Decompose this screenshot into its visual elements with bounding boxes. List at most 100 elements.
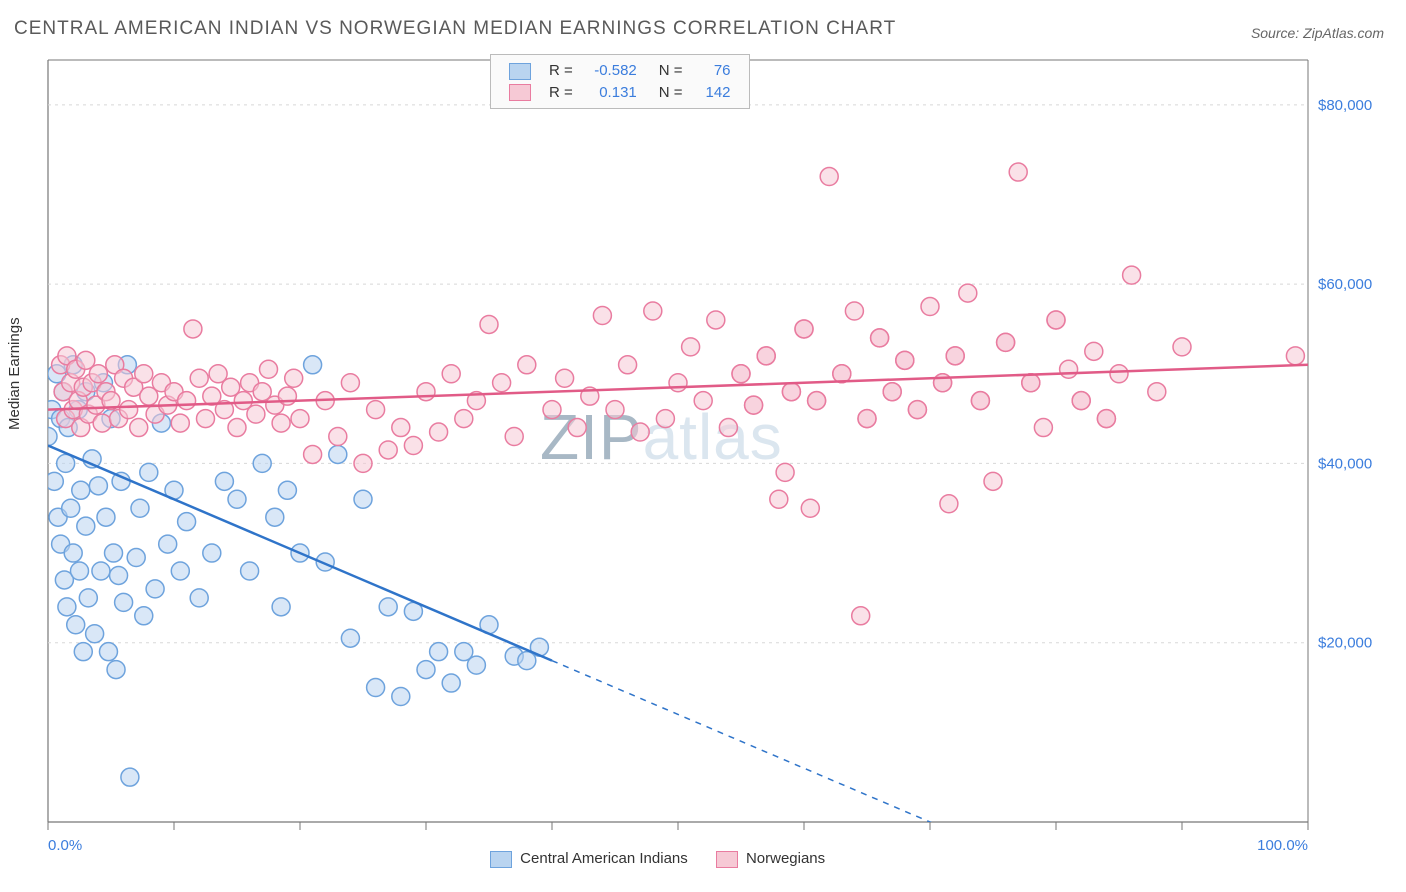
data-point [105,544,123,562]
data-point [291,410,309,428]
data-point [852,607,870,625]
data-point [146,580,164,598]
data-point [140,463,158,481]
legend-swatch [716,851,738,868]
data-point [379,441,397,459]
legend-row: R =-0.582N =76 [503,61,737,81]
data-point [455,410,473,428]
data-point [644,302,662,320]
data-point [1034,419,1052,437]
data-point [997,333,1015,351]
legend-n-label: N = [645,83,689,103]
trend-line [48,445,552,660]
x-tick-label: 0.0% [48,837,82,854]
legend-r-value: -0.582 [581,61,643,81]
data-point [845,302,863,320]
data-point [908,401,926,419]
data-point [518,356,536,374]
data-point [228,419,246,437]
data-point [1097,410,1115,428]
data-point [1060,360,1078,378]
series-legend: Central American Indians Norwegians [490,850,853,868]
chart-title: CENTRAL AMERICAN INDIAN VS NORWEGIAN MED… [14,18,896,40]
data-point [97,508,115,526]
data-point [260,360,278,378]
data-point [1022,374,1040,392]
data-point [341,374,359,392]
data-point [940,495,958,513]
data-point [115,593,133,611]
data-point [1173,338,1191,356]
data-point [896,351,914,369]
source-name: ZipAtlas.com [1303,25,1384,41]
data-point [745,396,763,414]
series-name: Norwegians [746,850,825,867]
data-point [782,383,800,401]
data-point [757,347,775,365]
legend-swatch [509,63,531,80]
legend-swatch [509,84,531,101]
data-point [707,311,725,329]
data-point [72,481,90,499]
data-point [946,347,964,365]
data-point [354,454,372,472]
data-point [89,477,107,495]
data-point [341,629,359,647]
data-point [480,315,498,333]
data-point [354,490,372,508]
legend-n-value: 76 [691,61,737,81]
scatter-plot: $20,000$40,000$60,000$80,0000.0%100.0% [0,50,1406,870]
data-point [719,419,737,437]
data-point [241,562,259,580]
data-point [120,401,138,419]
data-point [404,436,422,454]
data-point [694,392,712,410]
data-point [86,625,104,643]
data-point [682,338,700,356]
data-point [921,298,939,316]
legend-r-label: R = [543,83,579,103]
legend-n-label: N = [645,61,689,81]
data-point [871,329,889,347]
data-point [568,419,586,437]
data-point [197,410,215,428]
data-point [984,472,1002,490]
data-point [329,428,347,446]
data-point [64,544,82,562]
data-point [278,481,296,499]
data-point [99,643,117,661]
data-point [417,383,435,401]
data-point [656,410,674,428]
y-tick-label: $20,000 [1318,635,1372,652]
data-point [619,356,637,374]
data-point [67,616,85,634]
data-point [367,679,385,697]
data-point [74,643,92,661]
data-point [215,472,233,490]
trend-line-extrapolated [552,661,1308,870]
data-point [801,499,819,517]
y-tick-label: $80,000 [1318,97,1372,114]
data-point [467,656,485,674]
data-point [329,445,347,463]
data-point [367,401,385,419]
data-point [505,428,523,446]
data-point [417,661,435,679]
data-point [631,423,649,441]
data-point [159,535,177,553]
data-point [171,562,189,580]
data-point [606,401,624,419]
data-point [130,419,148,437]
data-point [247,405,265,423]
data-point [272,414,290,432]
data-point [442,365,460,383]
data-point [71,562,89,580]
data-point [121,768,139,786]
data-point [669,374,687,392]
data-point [184,320,202,338]
data-point [379,598,397,616]
data-point [1009,163,1027,181]
data-point [131,499,149,517]
data-point [203,544,221,562]
data-point [178,392,196,410]
